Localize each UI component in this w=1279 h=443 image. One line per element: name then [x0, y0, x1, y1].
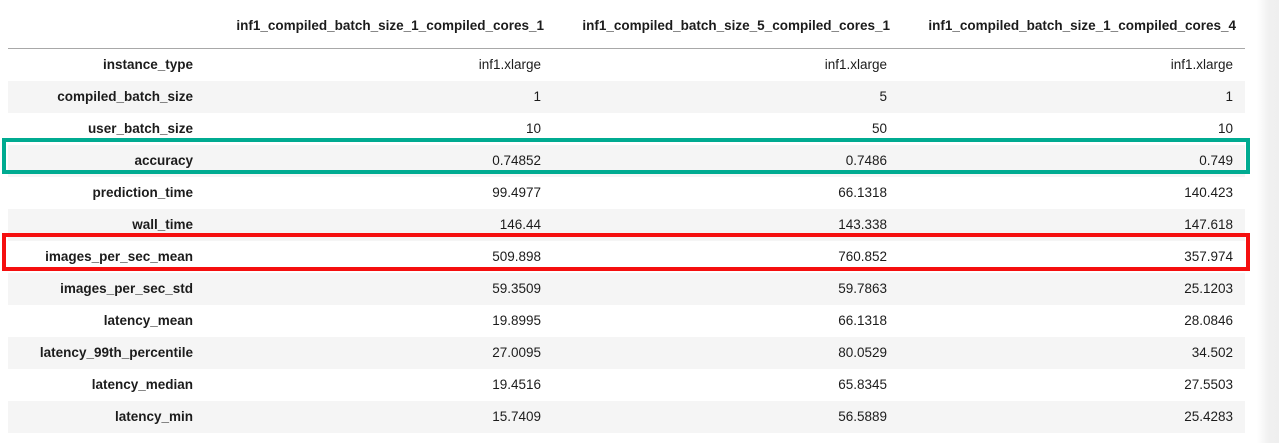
- table-header-row: inf1_compiled_batch_size_1_compiled_core…: [8, 6, 1245, 49]
- cell: 80.0529: [838, 345, 887, 360]
- row-label: user_batch_size: [87, 121, 193, 136]
- cell: 357.974: [1184, 249, 1233, 264]
- cell: 15.7409: [492, 409, 541, 424]
- row-label: latency_99th_percentile: [39, 345, 193, 360]
- table-row-compiled-batch-size: compiled_batch_size 1 5 1: [8, 80, 1245, 113]
- cell: 65.8345: [838, 377, 887, 392]
- row-label: latency_min: [114, 409, 193, 424]
- cell: 5: [879, 89, 887, 104]
- table-row-user-batch-size: user_batch_size 10 50 10: [8, 113, 1245, 145]
- cell: 27.0095: [492, 345, 541, 360]
- row-label: images_per_sec_std: [60, 281, 193, 296]
- row-label: wall_time: [132, 217, 193, 232]
- cell: 143.338: [838, 217, 887, 232]
- row-label: prediction_time: [92, 185, 193, 200]
- cell: 140.423: [1184, 185, 1233, 200]
- row-label: accuracy: [134, 153, 193, 168]
- cell: inf1.xlarge: [1170, 57, 1233, 73]
- cell: 1: [1225, 89, 1233, 104]
- row-label: images_per_sec_mean: [45, 249, 193, 264]
- cell: 0.74852: [492, 153, 541, 168]
- cell: 146.44: [499, 217, 541, 232]
- cell: 1: [533, 89, 541, 104]
- cell: 34.502: [1191, 345, 1233, 360]
- table-row-prediction-time: prediction_time 99.4977 66.1318 140.423: [8, 177, 1245, 209]
- cell: 25.4283: [1184, 409, 1233, 424]
- cell: 10: [1217, 121, 1233, 136]
- cell: inf1.xlarge: [478, 57, 541, 73]
- cell: 0.7486: [845, 153, 887, 168]
- cell: 147.618: [1184, 217, 1233, 232]
- corner-cell: [8, 6, 207, 49]
- cell: 66.1318: [838, 313, 887, 328]
- benchmark-comparison-table: inf1_compiled_batch_size_1_compiled_core…: [8, 6, 1245, 433]
- row-label: latency_median: [91, 377, 193, 392]
- column-header: inf1_compiled_batch_size_1_compiled_core…: [899, 6, 1245, 49]
- cell: 56.5889: [838, 409, 887, 424]
- cell: 59.3509: [492, 281, 541, 296]
- cell: 27.5503: [1184, 377, 1233, 392]
- page-edge-strip: [1257, 0, 1279, 443]
- column-header: inf1_compiled_batch_size_5_compiled_core…: [553, 6, 899, 49]
- cell: 66.1318: [838, 185, 887, 200]
- table-row-images-per-sec-mean: images_per_sec_mean 509.898 760.852 357.…: [8, 241, 1245, 273]
- table-row-latency-99th-percentile: latency_99th_percentile 27.0095 80.0529 …: [8, 336, 1245, 369]
- cell: 50: [871, 121, 887, 136]
- table-row-images-per-sec-std: images_per_sec_std 59.3509 59.7863 25.12…: [8, 272, 1245, 305]
- cell: 10: [525, 121, 541, 136]
- table-row-latency-mean: latency_mean 19.8995 66.1318 28.0846: [8, 305, 1245, 337]
- cell: 19.8995: [492, 313, 541, 328]
- cell: 0.749: [1199, 153, 1233, 168]
- cell: 19.4516: [492, 377, 541, 392]
- cell: 25.1203: [1184, 281, 1233, 296]
- cell: 59.7863: [838, 281, 887, 296]
- cell: 28.0846: [1184, 313, 1233, 328]
- cell: 99.4977: [492, 185, 541, 200]
- row-label: latency_mean: [103, 313, 193, 328]
- cell: 760.852: [838, 249, 887, 264]
- table-row-wall-time: wall_time 146.44 143.338 147.618: [8, 208, 1245, 241]
- cell: 509.898: [492, 249, 541, 264]
- table-row-instance-type: instance_type inf1.xlarge inf1.xlarge in…: [8, 49, 1245, 81]
- table-row-latency-min: latency_min 15.7409 56.5889 25.4283: [8, 400, 1245, 433]
- column-header: inf1_compiled_batch_size_1_compiled_core…: [207, 6, 553, 49]
- row-label: instance_type: [102, 57, 193, 73]
- table-row-accuracy: accuracy 0.74852 0.7486 0.749: [8, 144, 1245, 177]
- table-row-latency-median: latency_median 19.4516 65.8345 27.5503: [8, 369, 1245, 401]
- row-label: compiled_batch_size: [57, 89, 193, 104]
- cell: inf1.xlarge: [824, 57, 887, 73]
